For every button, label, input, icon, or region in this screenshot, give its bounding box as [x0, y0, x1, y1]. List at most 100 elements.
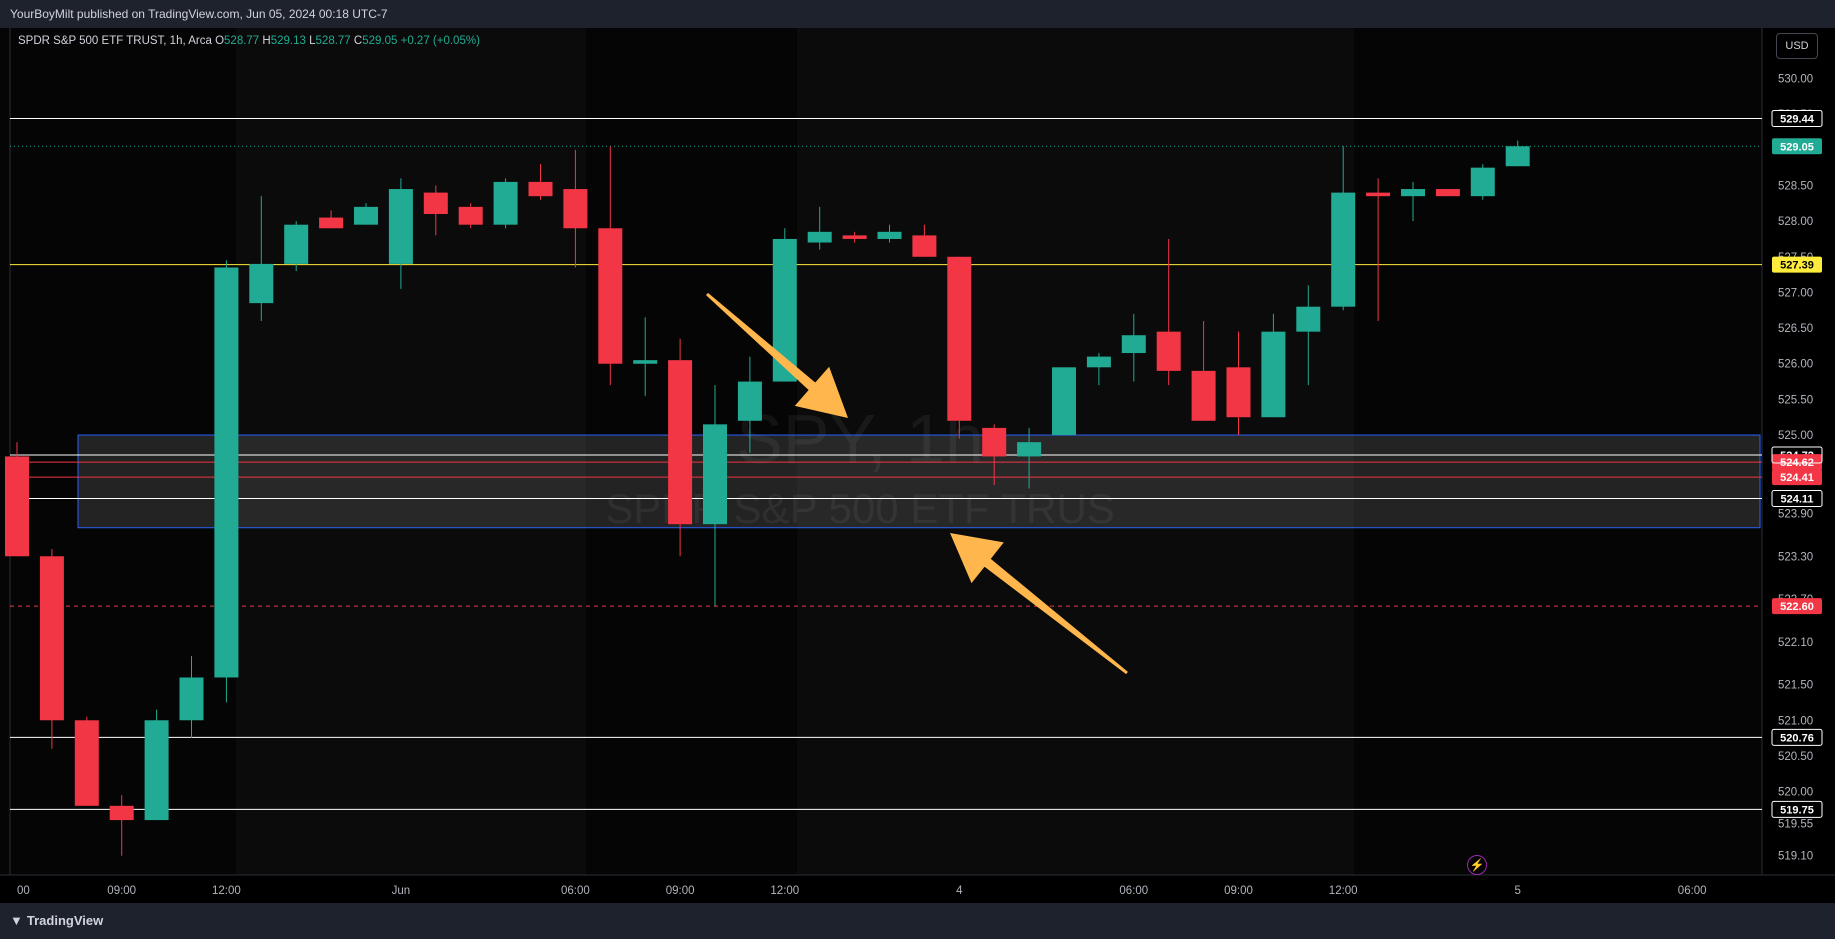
y-tick-label: 530.00	[1778, 74, 1813, 86]
candle-body	[598, 228, 623, 364]
candle	[319, 210, 344, 229]
y-tick-label: 519.10	[1778, 851, 1813, 863]
y-tick-label: 523.90	[1778, 508, 1813, 520]
session-band	[797, 28, 1354, 875]
x-tick-label: 00	[17, 885, 30, 897]
level-tag-border	[1771, 728, 1823, 746]
low-label: L	[309, 35, 316, 47]
symbol-name: SPDR S&P 500 ETF TRUST, 1h, Arca	[18, 35, 212, 47]
currency-button[interactable]: USD	[1776, 33, 1818, 59]
candle	[423, 185, 448, 236]
x-tick-label: 09:00	[666, 885, 695, 897]
x-tick-label: 09:00	[1224, 885, 1253, 897]
symbol-legend: SPDR S&P 500 ETF TRUST, 1h, Arca O528.77…	[18, 35, 480, 47]
candle-body	[633, 360, 658, 364]
level-tag-border	[1771, 800, 1823, 818]
level-tag: 520.76	[1780, 732, 1814, 744]
candle-body	[842, 235, 867, 239]
candle-body	[1261, 331, 1286, 418]
candle	[633, 317, 658, 396]
tradingview-brand[interactable]: ▼ TradingView	[10, 913, 103, 928]
close-label: C	[353, 35, 363, 47]
candle	[1086, 353, 1111, 386]
candle	[109, 795, 134, 856]
level-tag-border	[1771, 109, 1823, 127]
candle	[458, 203, 483, 229]
candle	[1156, 238, 1181, 386]
candle-body	[1017, 442, 1042, 457]
footer-bar: ▼ TradingView	[0, 903, 1835, 939]
candle-body	[1296, 306, 1321, 332]
candle	[703, 385, 727, 607]
candle	[1121, 313, 1146, 382]
level-tag-border	[1771, 490, 1823, 508]
level-tag-bg	[1772, 469, 1822, 486]
session-band-dark	[0, 28, 236, 875]
y-tick-label: 526.50	[1778, 323, 1813, 335]
y-tick-label: 526.00	[1778, 359, 1813, 371]
candle	[668, 338, 693, 557]
candle-body	[39, 556, 64, 721]
candle-body	[982, 427, 1007, 457]
x-tick-label: 09:00	[107, 885, 136, 897]
high-value: 529.13	[270, 35, 306, 47]
candle	[807, 206, 832, 250]
candle	[1052, 367, 1076, 436]
lightning-icon[interactable]: ⚡	[1467, 855, 1487, 875]
candle-body	[388, 189, 413, 264]
arrow-annotation	[950, 533, 1128, 675]
y-tick-label: 521.00	[1778, 715, 1813, 727]
candle	[1191, 320, 1216, 421]
candle	[1261, 313, 1286, 418]
level-tag-border	[1771, 446, 1823, 464]
y-tick-label: 521.50	[1778, 680, 1813, 692]
candle	[1226, 331, 1251, 436]
support-zone	[77, 434, 1761, 529]
level-tag-bg	[1772, 454, 1822, 471]
candle-body	[144, 720, 169, 821]
level-tag: 524.11	[1780, 494, 1813, 506]
candle-body	[1191, 370, 1216, 421]
level-tag: 519.75	[1780, 804, 1814, 816]
candle	[249, 196, 274, 321]
candle	[842, 231, 867, 243]
y-tick-label: 523.30	[1778, 551, 1813, 563]
candle	[1505, 140, 1530, 167]
candle	[214, 260, 239, 703]
high-label: H	[262, 35, 271, 47]
candle-body	[179, 677, 204, 721]
candle	[877, 224, 902, 243]
candle-body	[1331, 192, 1356, 307]
candle	[1435, 189, 1460, 197]
candle-body	[284, 224, 309, 264]
y-tick-label: 520.50	[1778, 751, 1813, 763]
candle	[598, 146, 623, 386]
candle-body	[458, 206, 483, 225]
candle	[1401, 181, 1425, 222]
y-tick-label: 527.00	[1778, 287, 1813, 299]
candle	[947, 256, 972, 439]
candle	[388, 178, 413, 289]
candle-body	[1435, 189, 1460, 197]
low-value: 528.77	[315, 35, 351, 47]
candle-body	[354, 206, 378, 225]
candle	[1470, 164, 1495, 200]
candle	[284, 221, 309, 272]
x-tick-label: 4	[956, 885, 963, 897]
level-tag: 522.60	[1780, 601, 1814, 613]
x-tick-label: 12:00	[770, 885, 799, 897]
candle-body	[249, 263, 274, 304]
session-band-dark	[1354, 28, 1762, 875]
candle-body	[1052, 367, 1076, 436]
candle	[1017, 427, 1042, 489]
candle	[737, 356, 762, 453]
candle-body	[912, 235, 937, 257]
level-tag-bg	[1772, 598, 1822, 615]
candle	[5, 442, 29, 557]
candle	[74, 716, 99, 806]
candle-body	[214, 267, 239, 678]
y-tick-label: 522.10	[1778, 637, 1813, 649]
candle-body	[1366, 192, 1391, 197]
level-tag: 524.41	[1780, 472, 1814, 484]
